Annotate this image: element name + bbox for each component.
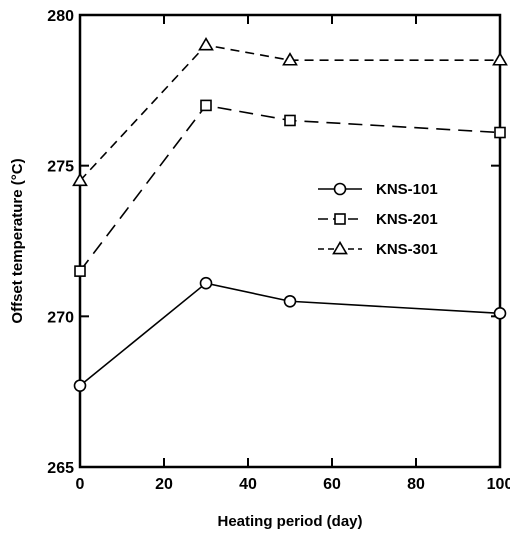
data-point [282, 52, 298, 66]
series-line [79, 44, 500, 182]
series-line [79, 104, 501, 272]
plot-frame [78, 13, 502, 469]
x-axis-label: Heating period (day) [217, 513, 362, 530]
x-tick-label: 100 [487, 476, 510, 493]
legend-entry: KNS-201 [318, 211, 438, 228]
y-axis-ticks: 265 270 275 280 [47, 8, 500, 477]
data-point [73, 379, 87, 392]
data-point [199, 276, 213, 290]
data-point [284, 114, 296, 127]
data-point [492, 52, 508, 66]
y-axis-label: Offset temperature (°C) [9, 158, 26, 323]
x-tick-label: 60 [323, 476, 341, 493]
legend-label: KNS-101 [376, 181, 438, 198]
series-kns-301 [72, 37, 508, 187]
legend-marker [334, 213, 346, 225]
x-tick-label: 80 [407, 476, 425, 493]
data-point [283, 294, 297, 308]
legend-entry: KNS-101 [318, 181, 438, 198]
y-tick-label: 265 [47, 460, 74, 477]
series-line [79, 282, 501, 387]
legend-marker [333, 182, 347, 196]
legend-label: KNS-301 [376, 241, 438, 258]
legend-marker [332, 240, 348, 255]
series-kns-101 [73, 276, 507, 392]
data-point [72, 172, 88, 187]
y-tick-label: 275 [47, 159, 74, 176]
series-kns-201 [74, 99, 506, 277]
data-point [200, 99, 212, 112]
data-point [493, 307, 507, 320]
x-tick-label: 20 [155, 476, 173, 493]
y-tick-label: 270 [47, 309, 74, 326]
data-point [74, 265, 86, 277]
series-layer [72, 37, 508, 392]
x-tick-label: 0 [76, 476, 85, 493]
legend-label: KNS-201 [376, 211, 438, 228]
data-point [198, 37, 214, 51]
data-point [494, 126, 506, 139]
x-axis-ticks: 0 20 40 60 80 100 [76, 15, 510, 493]
y-tick-label: 280 [47, 8, 74, 25]
legend: KNS-101 KNS-201 KNS-301 [318, 181, 438, 258]
x-tick-label: 40 [239, 476, 257, 493]
legend-entry: KNS-301 [318, 240, 438, 258]
